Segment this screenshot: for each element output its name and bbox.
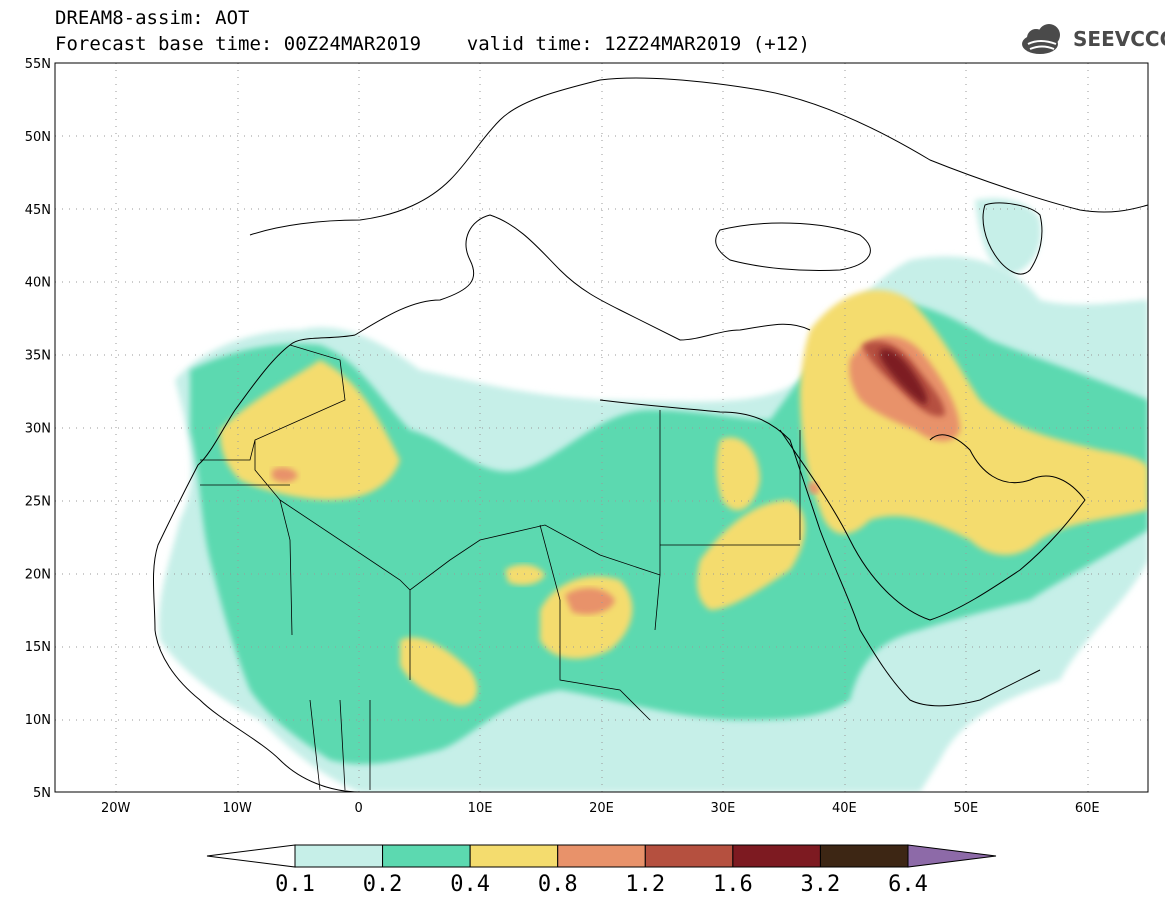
colorbar-box bbox=[469, 844, 559, 868]
colorbar-box bbox=[557, 844, 646, 868]
aot-field-04d bbox=[808, 482, 820, 494]
lat-label: 45N bbox=[25, 203, 51, 218]
aot-field-03f bbox=[716, 437, 760, 511]
colorbar-under-triangle bbox=[206, 844, 296, 868]
aot-field-01b bbox=[975, 198, 1041, 275]
aot-field-04b bbox=[565, 588, 615, 615]
aot-field-03c bbox=[697, 500, 805, 610]
colorbar-label: 0.4 bbox=[450, 872, 491, 897]
arabia-coast bbox=[779, 429, 1086, 621]
caspian-coast bbox=[982, 202, 1043, 275]
coastlines bbox=[152, 77, 1148, 792]
aot-fields bbox=[159, 198, 1148, 792]
lat-label: 55N bbox=[25, 57, 51, 72]
borders bbox=[200, 344, 801, 791]
colorbar-box bbox=[732, 844, 821, 868]
lon-label: 60E bbox=[1075, 801, 1100, 816]
lat-label: 25N bbox=[25, 494, 51, 509]
colorbar-box bbox=[382, 844, 471, 868]
lat-label: 10N bbox=[25, 713, 51, 728]
colorbar-box bbox=[644, 844, 734, 868]
black-sea-coast bbox=[715, 222, 871, 272]
aot-field-03 bbox=[220, 360, 400, 500]
colorbar-label: 0.1 bbox=[275, 872, 315, 897]
map-title: DREAM8-assim: AOT bbox=[55, 7, 250, 29]
colorbar-box bbox=[294, 844, 384, 868]
lat-label: 30N bbox=[25, 422, 51, 437]
lat-label: 20N bbox=[25, 567, 51, 582]
lon-label: 20E bbox=[589, 801, 614, 816]
longitude-labels: 20W 10W 0 10E 20E 30E 40E 50E 60E bbox=[101, 801, 1100, 816]
aot-field-06 bbox=[879, 349, 927, 405]
colorbar-label: 6.4 bbox=[888, 872, 928, 897]
lat-label: 35N bbox=[25, 349, 51, 364]
lat-label: 15N bbox=[25, 640, 51, 655]
colorbar-label: 0.8 bbox=[537, 872, 578, 897]
lat-label: 40N bbox=[25, 276, 51, 291]
lon-label: 10W bbox=[222, 801, 252, 816]
colorbar bbox=[206, 844, 997, 868]
colorbar-box bbox=[819, 844, 909, 868]
map-frame bbox=[54, 62, 1149, 793]
med-north-coast bbox=[354, 214, 811, 341]
colorbar-label: 3.2 bbox=[800, 872, 841, 897]
logo-text: SEEVCCC bbox=[1073, 27, 1165, 51]
graticule bbox=[55, 63, 1148, 792]
lon-label: 30E bbox=[711, 801, 736, 816]
colorbar-over-triangle bbox=[907, 844, 997, 868]
lon-label: 40E bbox=[832, 801, 857, 816]
colorbar-label: 1.2 bbox=[625, 872, 666, 897]
map-subtitle: Forecast base time: 00Z24MAR2019 valid t… bbox=[55, 33, 810, 55]
lat-label: 5N bbox=[33, 786, 51, 801]
cloud-icon bbox=[1022, 24, 1060, 54]
lon-label: 20W bbox=[101, 801, 131, 816]
lon-label: 50E bbox=[953, 801, 978, 816]
colorbar-label: 0.2 bbox=[362, 872, 403, 897]
lat-label: 50N bbox=[25, 130, 51, 145]
aot-field-04c bbox=[272, 467, 298, 483]
lon-label: 0 bbox=[354, 801, 362, 816]
latitude-labels: 55N 50N 45N 40N 35N 30N 25N 20N 15N 10N 5N bbox=[25, 57, 51, 801]
aot-field-03g bbox=[505, 564, 545, 586]
europe-outline bbox=[249, 77, 1148, 236]
aot-field-03e bbox=[400, 637, 478, 706]
lon-label: 10E bbox=[468, 801, 493, 816]
colorbar-label: 1.6 bbox=[712, 872, 753, 897]
africa-coast bbox=[152, 334, 1041, 792]
